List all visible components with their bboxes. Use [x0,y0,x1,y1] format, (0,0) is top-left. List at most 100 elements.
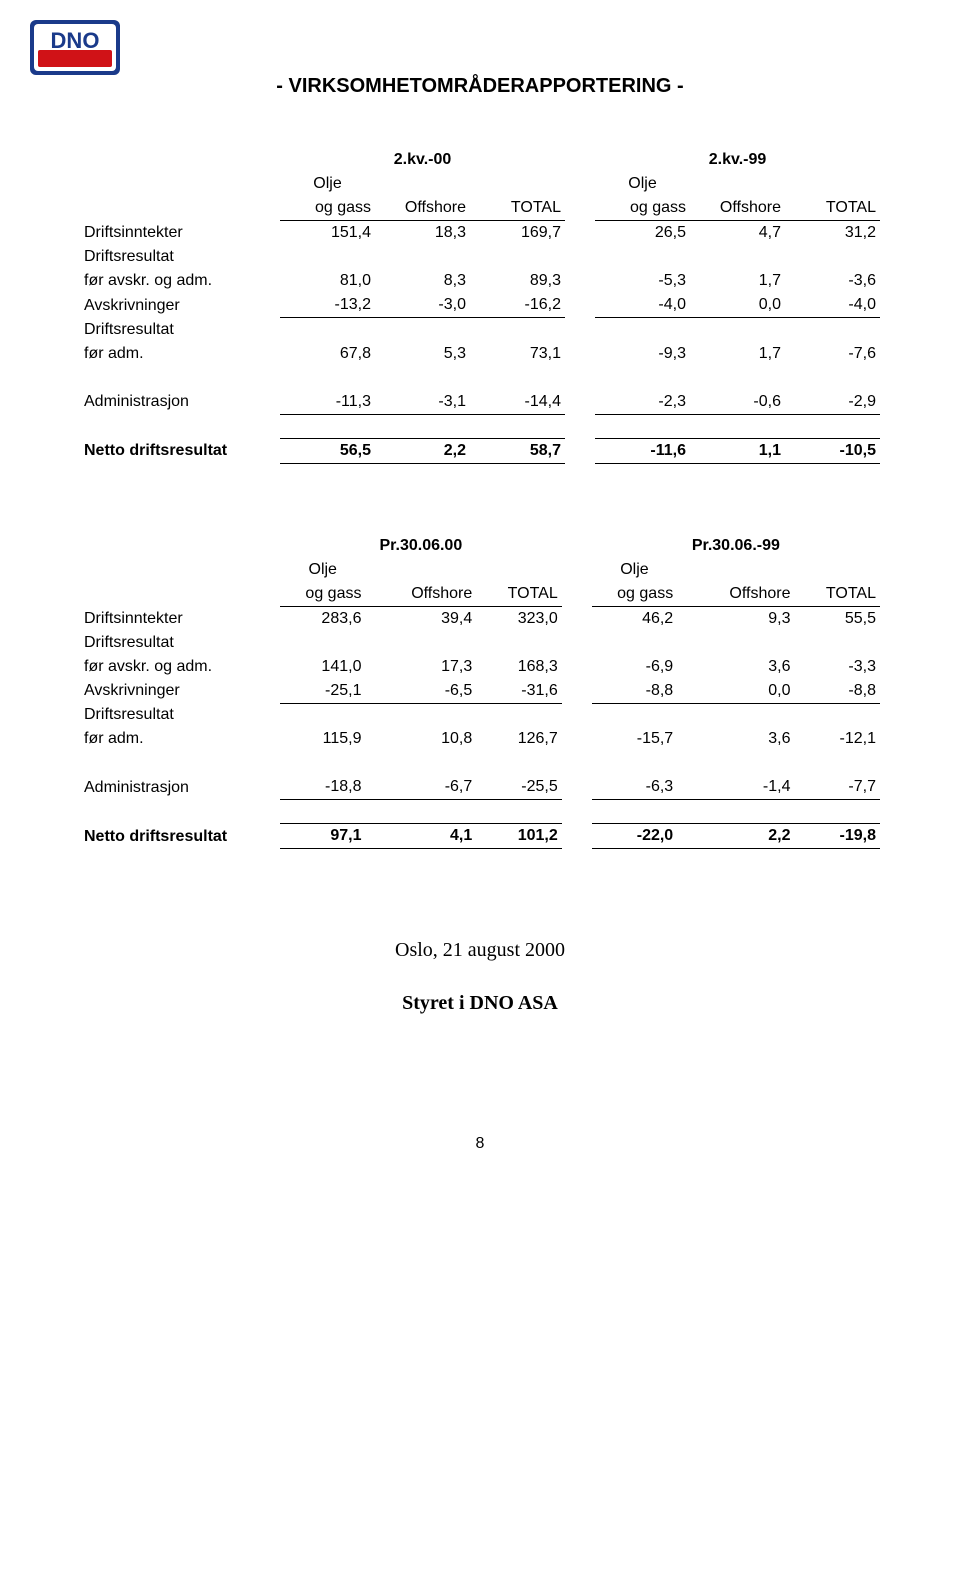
cell-value [595,318,690,342]
cell-value: 31,2 [785,221,880,246]
cell-value [280,414,375,438]
col-sub-left: Olje [280,558,365,582]
cell-value [280,366,375,390]
cell-value [677,631,794,655]
cell-value: 3,6 [677,727,794,751]
cell-value: -2,3 [595,390,690,415]
page-number: 8 [80,1135,880,1153]
subheader-olje-row: Olje Olje [80,172,880,196]
cell-value [677,703,794,727]
cell-value [375,366,470,390]
col-offshore: Offshore [375,196,470,221]
table-row: Netto driftsresultat56,52,258,7-11,61,1-… [80,438,880,463]
cell-value [592,703,677,727]
col-sub-right: Olje [595,172,690,196]
cell-value: -4,0 [785,293,880,318]
row-label: Netto driftsresultat [80,824,280,849]
cell-value [470,414,565,438]
col-total: TOTAL [795,582,881,607]
table-row: før avskr. og adm.81,08,389,3-5,31,7-3,6 [80,269,880,293]
cell-value: -3,3 [795,655,881,679]
cell-value: -25,1 [280,679,365,704]
row-label: før avskr. og adm. [80,655,280,679]
period-header-row: 2.kv.-00 2.kv.-99 [80,148,880,172]
cell-value: -15,7 [592,727,677,751]
cell-value [280,800,365,824]
cell-value: 17,3 [365,655,476,679]
cell-value: -12,1 [795,727,881,751]
cell-value [592,631,677,655]
cell-value: -3,6 [785,269,880,293]
col-og-gass: og gass [280,196,375,221]
table-row: Avskrivninger-13,2-3,0-16,2-4,00,0-4,0 [80,293,880,318]
cell-value [677,751,794,775]
period-left: Pr.30.06.00 [365,534,476,558]
cell-value [595,414,690,438]
table-row [80,366,880,390]
cell-value [365,751,476,775]
cell-value [785,414,880,438]
cell-value [280,751,365,775]
row-label: Avskrivninger [80,293,280,318]
cell-value: -3,0 [375,293,470,318]
col-sub-left: Olje [280,172,375,196]
subheader-olje-row: Olje Olje [80,558,880,582]
row-label: Netto driftsresultat [80,438,280,463]
row-label [80,414,280,438]
cell-value: 39,4 [365,606,476,631]
cell-value [375,414,470,438]
cell-value: 46,2 [592,606,677,631]
cell-value: 56,5 [280,438,375,463]
logo-text: DNO [51,28,100,53]
row-label: Administrasjon [80,390,280,415]
cell-value: -14,4 [470,390,565,415]
cell-value [476,703,561,727]
cell-value: -31,6 [476,679,561,704]
period-right: 2.kv.-99 [690,148,785,172]
table-row: før avskr. og adm.141,017,3168,3-6,93,6-… [80,655,880,679]
cell-value: -8,8 [795,679,881,704]
cell-value [365,800,476,824]
col-offshore: Offshore [365,582,476,607]
cell-value [365,631,476,655]
footer: Oslo, 21 august 2000 Styret i DNO ASA [80,939,880,1015]
cell-value: 0,0 [677,679,794,704]
table-row [80,414,880,438]
cell-value: 1,1 [690,438,785,463]
table-row: Driftsresultat [80,631,880,655]
cell-value: 323,0 [476,606,561,631]
dno-logo: DNO [30,20,120,75]
cell-value: -0,6 [690,390,785,415]
cell-value [592,751,677,775]
col-total: TOTAL [476,582,561,607]
cell-value [375,318,470,342]
col-total: TOTAL [785,196,880,221]
footer-signature: Styret i DNO ASA [80,992,880,1015]
table-row: Driftsresultat [80,318,880,342]
cell-value [476,800,561,824]
row-label: Avskrivninger [80,679,280,704]
cell-value [595,366,690,390]
cell-value [280,631,365,655]
row-label [80,751,280,775]
cell-value: 2,2 [677,824,794,849]
page: DNO - VIRKSOMHETOMRÅDERAPPORTERING - 2.k… [0,0,960,1193]
cell-value: -10,5 [785,438,880,463]
cell-value: 151,4 [280,221,375,246]
cell-value [795,800,881,824]
cell-value [690,414,785,438]
cell-value [785,318,880,342]
cell-value [280,703,365,727]
cell-value [795,631,881,655]
cell-value: 2,2 [375,438,470,463]
cell-value: -9,3 [595,342,690,366]
cell-value: 81,0 [280,269,375,293]
cell-value: -1,4 [677,775,794,800]
cell-value: -7,6 [785,342,880,366]
cell-value: 3,6 [677,655,794,679]
cell-value: 97,1 [280,824,365,849]
cell-value: 4,1 [365,824,476,849]
cell-value: -11,6 [595,438,690,463]
row-label [80,366,280,390]
row-label: Driftsresultat [80,631,280,655]
